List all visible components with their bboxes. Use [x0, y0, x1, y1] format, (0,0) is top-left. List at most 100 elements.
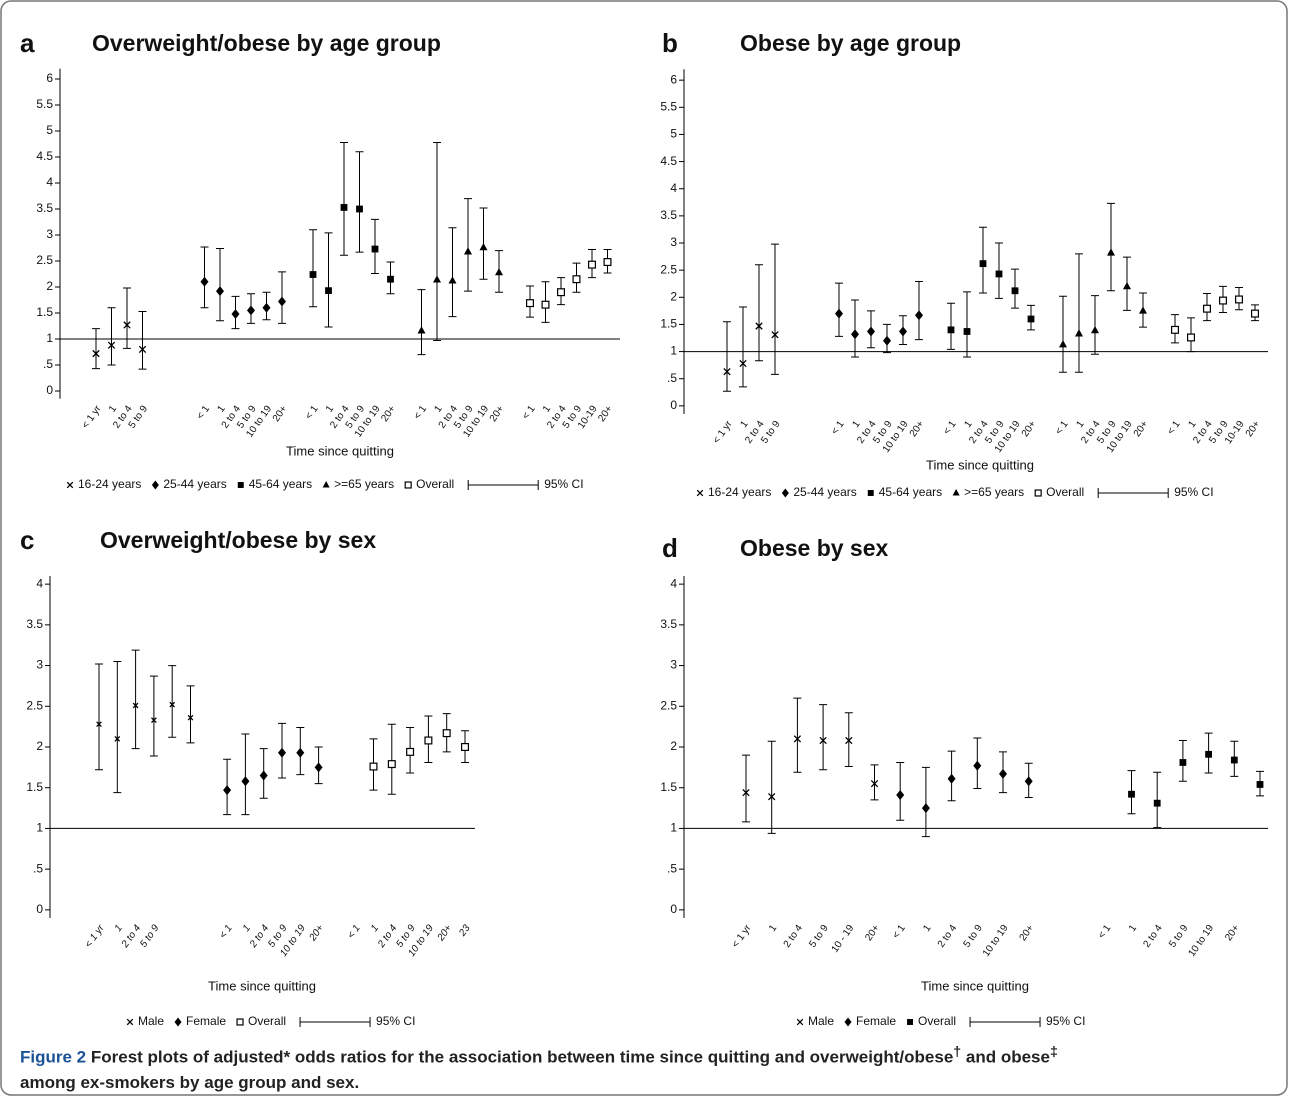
- error-bar: [186, 685, 195, 744]
- caption-text: and obese: [961, 1047, 1050, 1067]
- point: [114, 735, 121, 742]
- legend-marker: [126, 1018, 134, 1026]
- x-tick-label: 1: [241, 923, 253, 934]
- x-tick-label: 1: [107, 403, 119, 414]
- error-bar: [742, 754, 750, 823]
- point: [870, 779, 879, 788]
- x-tick-label: < 1: [412, 403, 429, 421]
- panel: a Overweight/obese by age group 0 .5 1 1.5 2 2.…: [20, 28, 620, 491]
- y-tick-label: 3.5: [36, 201, 53, 215]
- error-bar: [309, 229, 317, 308]
- point: [216, 286, 224, 297]
- x-tick-label: 1: [1074, 419, 1086, 430]
- error-bar: [767, 740, 776, 834]
- legend-marker: [907, 1019, 914, 1025]
- y-tick-label: 5: [670, 127, 677, 141]
- y-tick-label: 0: [670, 902, 677, 916]
- y-tick-label: 4: [36, 576, 43, 590]
- error-bar: [92, 328, 100, 370]
- legend-label: 95% CI: [1174, 485, 1213, 499]
- legend-label: 45-64 years: [879, 485, 942, 499]
- legend-marker: [1034, 489, 1042, 497]
- y-tick-label: 2: [36, 739, 43, 753]
- x-tick-label: 1: [215, 403, 227, 414]
- point: [1123, 281, 1131, 290]
- error-bar: [739, 306, 747, 388]
- x-tick-label: 20+: [1020, 419, 1039, 439]
- y-tick-label: 2: [46, 279, 53, 293]
- x-tick-label: 2 to 4: [247, 923, 271, 951]
- x-tick-label: < 1 yr: [83, 922, 107, 950]
- panel-letter: c: [20, 525, 34, 555]
- point: [123, 321, 131, 329]
- legend-label: Overall: [918, 1014, 956, 1028]
- point: [921, 803, 930, 814]
- panel-letter: b: [662, 28, 678, 58]
- legend-marker: [66, 481, 74, 489]
- error-bar: [947, 302, 955, 350]
- point: [867, 326, 875, 337]
- panel: c Overweight/obese by sex 0 .5 1 1.5 2 2.5 3 3.5 4…: [20, 525, 475, 1028]
- error-bar: [723, 321, 731, 392]
- point: [845, 736, 853, 745]
- error-bar: [138, 310, 147, 370]
- x-tick-label: 20+: [1223, 923, 1242, 943]
- y-tick-label: 1: [670, 344, 677, 358]
- x-tick-label: 10 to 19: [981, 923, 1011, 959]
- point: [424, 736, 433, 745]
- error-bar: [168, 665, 177, 738]
- x-tick-label: < 1: [195, 403, 212, 421]
- point: [572, 275, 581, 284]
- error-bar: [851, 299, 859, 358]
- x-tick-label: 23: [457, 923, 473, 940]
- x-tick-label: 1: [738, 419, 750, 430]
- error-bar: [433, 141, 441, 342]
- error-bar: [131, 649, 140, 750]
- point: [1091, 325, 1099, 334]
- x-tick-label: 20+: [1018, 923, 1037, 943]
- x-tick-label: 1: [850, 419, 862, 430]
- point: [1202, 304, 1211, 313]
- y-tick-label: .5: [667, 371, 677, 385]
- legend-label: Female: [186, 1014, 226, 1028]
- point: [132, 702, 139, 709]
- legend-label: 16-24 years: [708, 485, 771, 499]
- x-tick-label: < 1: [1053, 419, 1070, 437]
- legend-marker: [322, 481, 330, 488]
- x-tick-label: < 1: [520, 403, 537, 421]
- error-bar: [921, 766, 930, 838]
- point: [1153, 799, 1161, 807]
- point: [999, 768, 1007, 779]
- error-bar: [387, 723, 396, 795]
- point: [309, 271, 317, 278]
- error-bar: [755, 264, 763, 362]
- point: [1218, 296, 1227, 305]
- point: [340, 204, 348, 211]
- x-tick-label: 20+: [271, 404, 290, 424]
- x-tick-label: 20+: [908, 419, 927, 439]
- point: [1107, 248, 1115, 256]
- point: [138, 345, 147, 354]
- y-tick-label: 1: [670, 821, 677, 835]
- x-tick-label: 1: [324, 403, 336, 414]
- error-bar: [1107, 202, 1115, 292]
- point: [169, 701, 176, 708]
- y-tick-label: 1.5: [660, 780, 677, 794]
- x-tick-label: 5 to 9: [962, 923, 986, 950]
- x-tick-label: 1: [113, 923, 125, 934]
- point: [406, 747, 415, 756]
- error-bar: [149, 675, 158, 757]
- y-tick-label: 3.5: [660, 208, 677, 222]
- caption-text: Forest plots of adjusted* odds ratios fo…: [90, 1047, 954, 1067]
- legend-marker: [781, 488, 789, 498]
- error-bar: [113, 661, 122, 794]
- y-tick-label: 3: [36, 658, 43, 672]
- error-bar: [793, 697, 802, 773]
- x-axis-title: Time since quitting: [921, 978, 1029, 993]
- point: [1234, 295, 1243, 304]
- point: [1205, 750, 1212, 758]
- x-tick-label: 5 to 9: [1167, 923, 1191, 950]
- point: [1256, 781, 1264, 788]
